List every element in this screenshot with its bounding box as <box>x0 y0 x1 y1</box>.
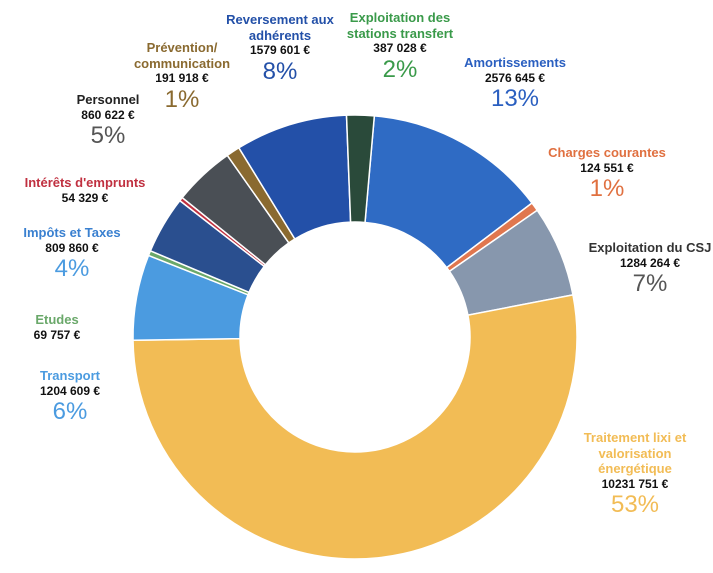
segment-label: Amortissements 2576 645 €13% <box>460 55 570 114</box>
label-amount: 10231 751 € <box>601 476 669 491</box>
segment-label: Transport 1204 609 €6% <box>15 368 125 427</box>
label-percent: 4% <box>54 254 90 282</box>
segment-label: Exploitation du CSJ 1284 264 €7% <box>580 240 713 299</box>
label-amount: 860 622 € <box>81 107 135 122</box>
label-amount: 124 551 € <box>580 160 634 175</box>
label-percent: 5% <box>90 121 126 149</box>
label-amount: 191 918 € <box>155 71 209 86</box>
segment-label: Impôts et Taxes 809 860 €4% <box>7 225 137 284</box>
segment-label: Traitement lixi et valorisation énergéti… <box>575 430 695 520</box>
segment-label: Intérêts d'emprunts 54 329 € <box>10 175 160 205</box>
donut-segment <box>345 114 376 224</box>
segment-label: Exploitation des stations transfert 387 0… <box>335 10 465 84</box>
label-name: Transport <box>40 368 100 383</box>
label-percent: 1% <box>589 174 625 202</box>
segment-label: Etudes 69 757 € <box>12 312 102 342</box>
label-name: Charges courantes <box>548 145 666 160</box>
label-percent: 13% <box>490 84 540 112</box>
segment-label: Charges courantes 124 551 €1% <box>542 145 672 204</box>
label-name: Exploitation des stations transfert <box>346 10 454 41</box>
label-amount: 2576 645 € <box>484 70 546 85</box>
label-name: Traitement lixi et valorisation énergéti… <box>583 430 687 477</box>
label-name: Personnel <box>76 92 140 107</box>
label-amount: 1284 264 € <box>619 255 681 270</box>
label-name: Intérêts d'emprunts <box>24 175 146 190</box>
label-amount: 54 329 € <box>61 190 109 205</box>
label-amount: 69 757 € <box>33 327 81 342</box>
label-amount: 1204 609 € <box>39 383 101 398</box>
label-percent: 53% <box>610 491 660 519</box>
label-name: Reversement aux adhérents <box>226 12 334 43</box>
label-name: Amortissements <box>464 55 566 70</box>
label-percent: 2% <box>382 55 418 83</box>
label-percent: 8% <box>262 57 298 85</box>
label-name: Prévention/ communication <box>133 40 231 71</box>
label-amount: 809 860 € <box>45 240 99 255</box>
label-name: Etudes <box>35 312 79 327</box>
label-amount: 387 028 € <box>373 41 427 56</box>
label-name: Impôts et Taxes <box>23 225 121 240</box>
label-name: Exploitation du CSJ <box>588 240 712 255</box>
label-amount: 1579 601 € <box>249 43 311 58</box>
label-percent: 6% <box>52 397 88 425</box>
segment-label: Personnel 860 622 €5% <box>53 92 163 151</box>
label-percent: 7% <box>632 269 668 297</box>
segment-label: Reversement aux adhérents 1579 601 €8% <box>225 12 335 86</box>
label-percent: 1% <box>164 85 200 113</box>
donut-segment <box>132 293 578 560</box>
segment-label: Prévention/ communication 191 918 €1% <box>127 40 237 114</box>
